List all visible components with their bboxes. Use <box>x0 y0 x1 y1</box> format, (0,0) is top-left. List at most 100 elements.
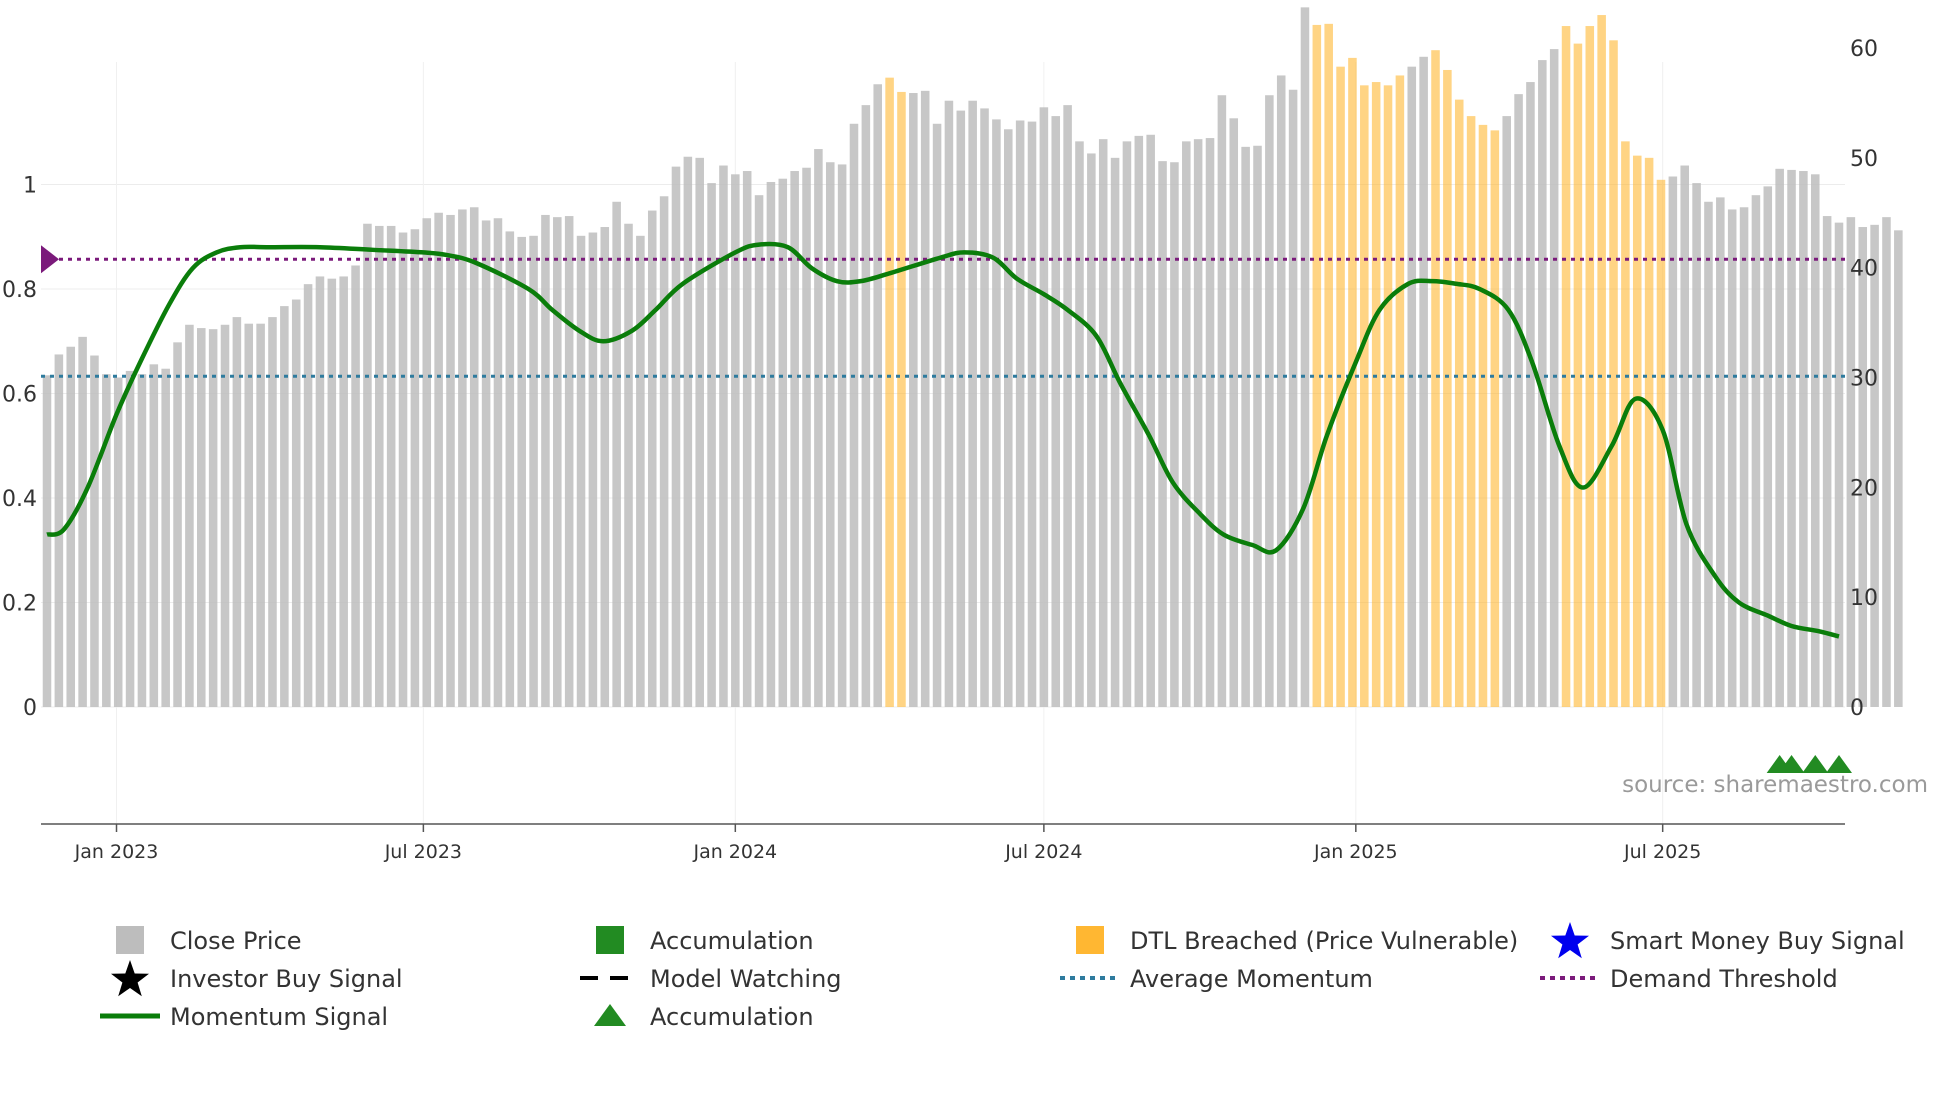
price-bar <box>1834 222 1844 707</box>
legend-symbol-star <box>1551 922 1589 959</box>
price-bar <box>517 236 526 707</box>
accumulation-marker <box>1826 755 1852 773</box>
price-bar <box>173 342 182 707</box>
legend-label: Momentum Signal <box>170 1003 388 1031</box>
price-bar <box>1894 230 1903 707</box>
price-bar <box>1704 201 1713 707</box>
legend-symbol-square <box>596 926 624 954</box>
legend-label: Investor Buy Signal <box>170 965 403 993</box>
price-bar <box>1514 94 1523 707</box>
price-bar <box>386 225 396 707</box>
price-bar <box>327 278 337 707</box>
price-bar <box>113 377 123 707</box>
price-bar <box>541 214 550 708</box>
legend-label: Close Price <box>170 927 302 955</box>
left-tick-label: 0.2 <box>2 592 37 617</box>
source-text: source: sharemaestro.com <box>1622 772 1928 798</box>
price-bar <box>161 368 170 707</box>
price-bar <box>659 196 669 707</box>
price-bar <box>1407 66 1417 707</box>
left-tick-label: 0.6 <box>2 383 37 408</box>
price-bar <box>909 93 918 707</box>
price-bar <box>1003 129 1013 707</box>
legend-symbol-square <box>116 926 144 954</box>
price-bar <box>529 235 538 707</box>
price-bar <box>1692 183 1701 708</box>
legend-label: Accumulation <box>650 927 814 955</box>
price-bar <box>90 355 99 707</box>
legend-item: Momentum Signal <box>100 1003 388 1031</box>
right-tick-label: 40 <box>1850 257 1878 282</box>
dtl-bar <box>897 91 906 707</box>
price-bar <box>1241 146 1250 708</box>
price-bar <box>1253 145 1262 708</box>
price-bar <box>1063 105 1072 707</box>
dtl-bar <box>1621 141 1630 707</box>
legend-symbol-star <box>111 960 149 997</box>
price-bar <box>814 149 823 708</box>
price-bar <box>481 220 491 707</box>
signal-markers <box>1766 755 1852 773</box>
price-bar <box>458 209 467 707</box>
price-bar <box>102 374 111 707</box>
price-bar <box>1716 197 1725 707</box>
price-bar <box>78 336 87 707</box>
price-bar <box>636 235 645 707</box>
price-bar <box>303 284 313 707</box>
dtl-bar <box>1573 43 1583 707</box>
price-bar <box>932 123 942 707</box>
price-bar <box>980 108 989 708</box>
dtl-bar <box>1585 26 1595 708</box>
legend-item: Accumulation <box>596 926 814 955</box>
x-tick-label: Jul 2025 <box>1623 841 1701 863</box>
price-bar <box>1727 209 1737 707</box>
price-bar <box>1170 162 1179 707</box>
accumulation-marker <box>1802 755 1829 773</box>
price-bar <box>1787 169 1796 708</box>
price-bar <box>1087 153 1096 707</box>
momentum-signal-line <box>46 241 1840 639</box>
price-bar <box>624 223 633 707</box>
dtl-bar <box>1644 157 1654 708</box>
price-bar <box>873 84 883 708</box>
legend-item: Model Watching <box>580 965 842 993</box>
price-bar <box>600 227 610 708</box>
price-bar <box>1538 60 1547 707</box>
price-bar <box>137 374 147 707</box>
price-bar <box>1039 107 1049 707</box>
price-bar <box>197 328 206 707</box>
price-bar <box>208 329 218 707</box>
price-bar <box>825 162 835 707</box>
price-bar <box>695 157 704 708</box>
price-bar <box>363 223 372 707</box>
price-bar <box>1549 49 1559 708</box>
price-bar <box>339 276 348 707</box>
price-bar <box>1276 75 1286 708</box>
price-bar <box>1419 56 1428 707</box>
price-bar <box>719 165 728 707</box>
dtl-bar <box>1466 116 1476 707</box>
price-bar <box>220 324 230 707</box>
price-bar <box>647 210 657 707</box>
price-bar <box>1158 161 1167 708</box>
price-bar <box>1051 116 1061 707</box>
price-bar <box>1229 118 1239 707</box>
dtl-bar <box>1360 85 1369 708</box>
price-bar <box>683 156 693 708</box>
price-bar <box>244 323 254 707</box>
price-bar <box>1146 134 1155 708</box>
left-tick-label: 0 <box>23 696 37 721</box>
price-bar <box>280 306 289 707</box>
price-bar <box>588 232 598 707</box>
price-bar <box>802 167 811 708</box>
price-bar <box>1265 95 1274 707</box>
price-bar <box>398 232 408 707</box>
price-bar <box>232 317 242 707</box>
legend-item: Investor Buy Signal <box>111 960 403 997</box>
x-tick-label: Jul 2024 <box>1004 841 1082 863</box>
accumulation-marker <box>1778 755 1805 773</box>
price-bar <box>422 218 432 707</box>
legend-label: Model Watching <box>650 965 842 993</box>
legend-label: Demand Threshold <box>1610 965 1838 993</box>
